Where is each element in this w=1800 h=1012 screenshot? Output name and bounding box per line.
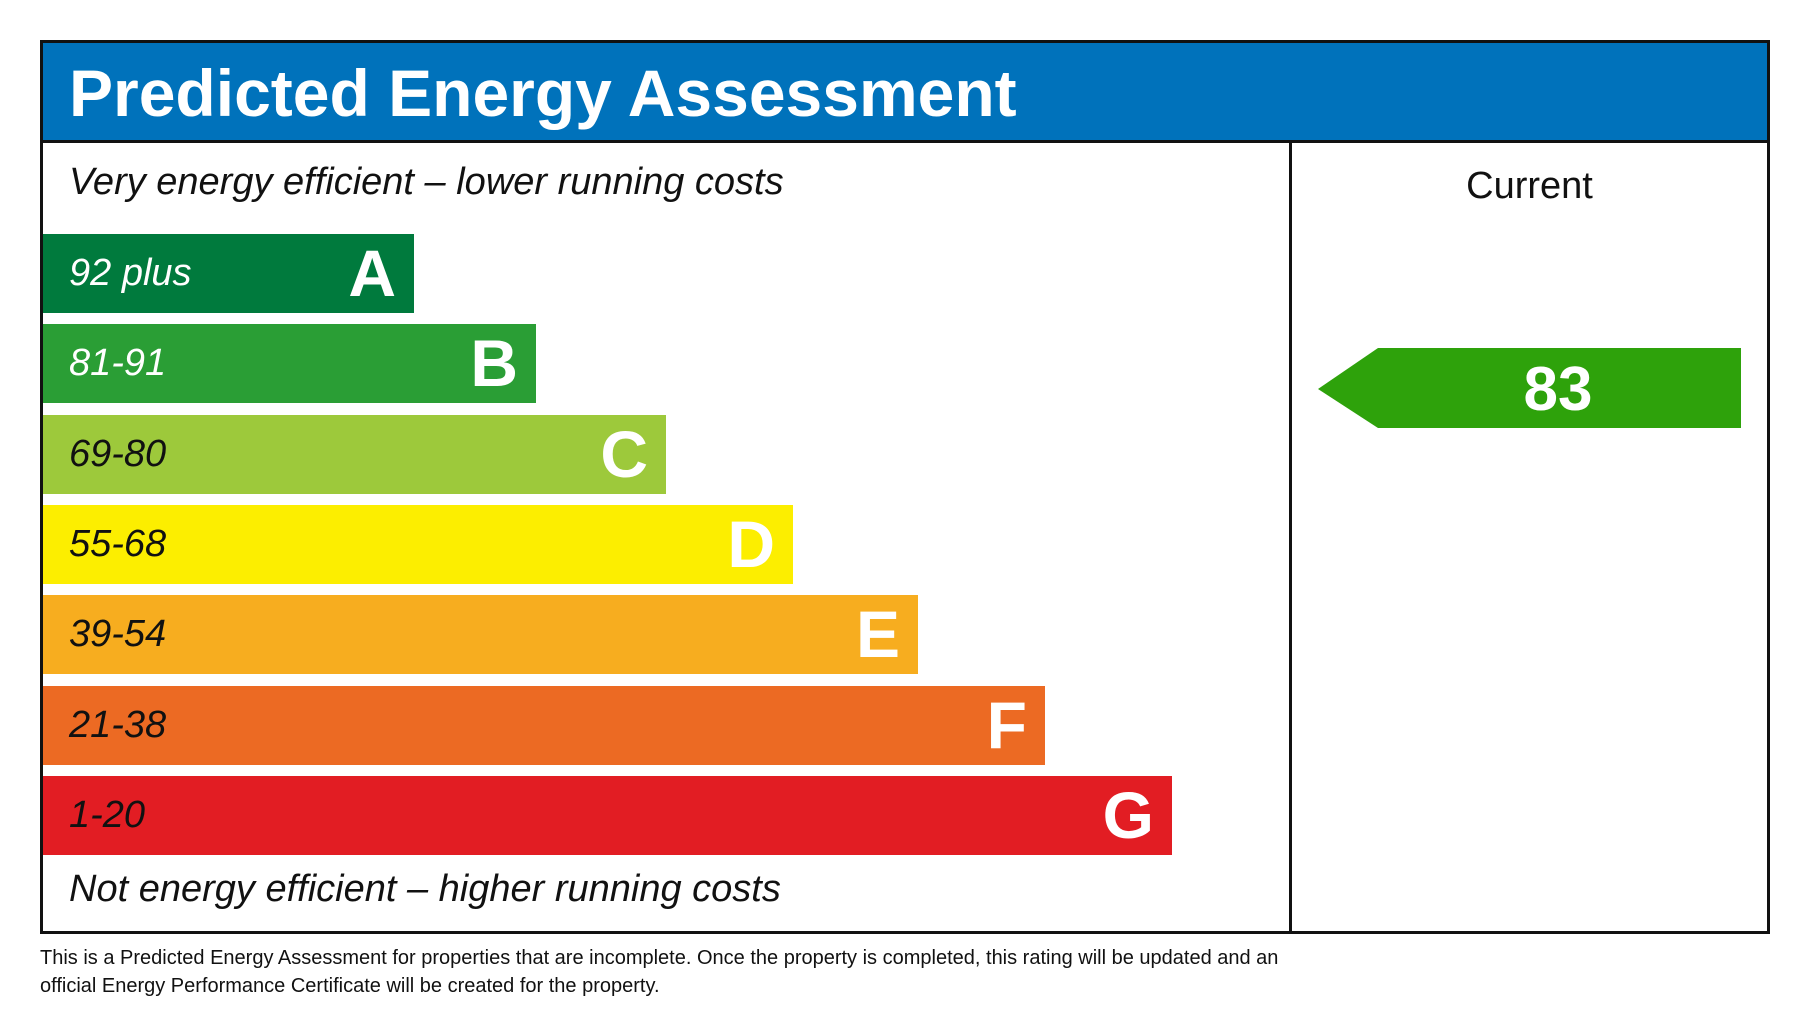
- current-rating-value: 83: [1524, 355, 1593, 424]
- page-title: Predicted Energy Assessment: [69, 56, 1017, 130]
- band-c: 69-80 C: [43, 414, 666, 494]
- current-column-header: Current: [1466, 165, 1593, 207]
- band-d: 55-68 D: [43, 504, 793, 584]
- band-e: 39-54 E: [43, 595, 918, 675]
- band-letter: C: [600, 416, 648, 491]
- footer-note: This is a Predicted Energy Assessment fo…: [40, 944, 1540, 1000]
- bottom-caption: Not energy efficient – higher running co…: [69, 868, 781, 910]
- band-a: 92 plus A: [43, 234, 414, 313]
- footer-line-2: official Energy Performance Certificate …: [40, 975, 660, 997]
- band-letter: B: [470, 326, 518, 401]
- band-letter: D: [727, 506, 775, 581]
- band-b: 81-91 B: [43, 324, 536, 404]
- band-range: 39-54: [69, 613, 167, 656]
- band-letter: G: [1102, 777, 1154, 852]
- band-letter: F: [986, 687, 1027, 762]
- band-letter: E: [855, 597, 900, 672]
- band-range: 69-80: [69, 432, 167, 475]
- column-divider: [1289, 143, 1292, 931]
- header: Predicted Energy Assessment: [43, 43, 1767, 143]
- energy-chart-frame: Predicted Energy Assessment Very energy …: [40, 40, 1770, 934]
- current-rating-arrow: 83: [1318, 348, 1741, 428]
- band-range: 92 plus: [69, 252, 192, 294]
- band-letter: A: [348, 236, 396, 310]
- band-g: 1-20 G: [43, 775, 1172, 855]
- top-caption: Very energy efficient – lower running co…: [69, 161, 784, 203]
- band-range: 21-38: [69, 703, 167, 746]
- band-range: 55-68: [69, 522, 167, 565]
- band-f: 21-38 F: [43, 685, 1045, 765]
- footer-line-1: This is a Predicted Energy Assessment fo…: [40, 947, 1279, 969]
- band-range: 1-20: [69, 793, 146, 836]
- band-range: 81-91: [69, 342, 167, 385]
